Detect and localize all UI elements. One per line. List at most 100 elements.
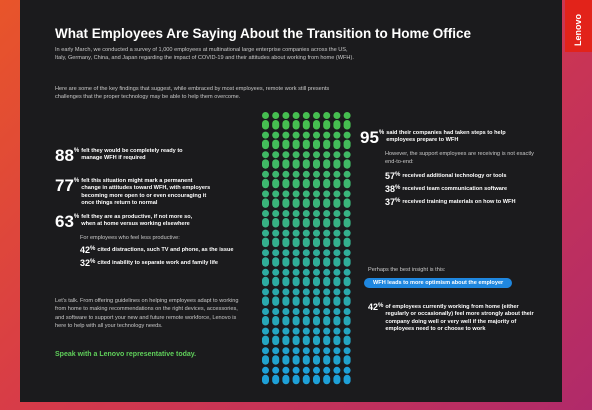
stat-unit: % — [73, 148, 80, 154]
person-icon — [302, 151, 310, 159]
person-icon — [292, 249, 300, 257]
person-icon — [323, 335, 331, 346]
person-icon — [313, 366, 320, 374]
person-icon — [313, 112, 320, 119]
stat: 37% received training materials on how t… — [385, 198, 516, 207]
person-icon — [333, 151, 341, 159]
person-icon — [292, 178, 300, 189]
person-icon — [282, 374, 290, 385]
person-icon — [323, 178, 331, 189]
stat-text: received team communication software — [402, 186, 508, 192]
person-icon — [302, 198, 310, 208]
person-icon — [343, 327, 351, 335]
person-icon — [313, 268, 320, 276]
person-icon — [323, 131, 331, 139]
person-icon — [323, 139, 331, 150]
subhead: For employees who feel less productive: — [80, 235, 180, 241]
person-icon — [343, 308, 351, 315]
person-icon — [262, 190, 269, 198]
person-icon — [343, 120, 351, 130]
logo-text: Lenovo — [573, 13, 583, 46]
person-icon — [262, 374, 269, 385]
person-icon — [302, 249, 310, 257]
stat-text: felt they would be completely ready to m… — [81, 148, 183, 162]
person-icon — [272, 335, 280, 346]
stat-text: cited distractions, such TV and phone, a… — [97, 247, 234, 253]
person-icon — [272, 276, 280, 287]
person-icon — [343, 316, 351, 326]
stat-text: felt they are as productive, if not more… — [81, 214, 193, 228]
person-icon — [292, 237, 300, 248]
person-icon — [282, 296, 290, 306]
person-icon — [302, 218, 310, 228]
person-icon — [262, 112, 269, 119]
person-icon — [323, 218, 331, 228]
person-icon — [313, 327, 320, 335]
person-icon — [302, 237, 310, 248]
person-icon — [323, 257, 331, 267]
person-icon — [343, 131, 351, 139]
person-icon — [333, 327, 341, 335]
person-icon — [292, 288, 300, 296]
person-icon — [302, 190, 310, 198]
person-icon — [323, 198, 331, 208]
person-icon — [262, 229, 269, 237]
person-icon — [292, 170, 300, 178]
stat: 63% felt they are as productive, if not … — [55, 213, 215, 230]
person-icon — [302, 139, 310, 150]
person-icon — [292, 335, 300, 346]
person-icon — [282, 218, 290, 228]
person-icon — [343, 218, 351, 228]
person-icon — [333, 229, 341, 237]
card — [20, 0, 562, 402]
person-icon — [262, 218, 269, 228]
intro: In early March, we conducted a survey of… — [55, 47, 354, 62]
person-icon — [292, 276, 300, 287]
person-icon — [302, 268, 310, 276]
person-icon — [313, 316, 320, 326]
person-icon — [302, 159, 310, 169]
person-icon — [343, 268, 351, 276]
person-icon — [282, 198, 290, 208]
stat-unit: % — [395, 185, 401, 191]
person-icon — [282, 159, 290, 169]
stat-text: received training materials on how to WF… — [402, 199, 516, 205]
person-icon — [282, 249, 290, 257]
person-icon — [333, 159, 341, 169]
person-icon — [323, 296, 331, 306]
person-icon — [302, 296, 310, 306]
person-icon — [343, 112, 351, 119]
person-icon — [292, 268, 300, 276]
stat-number: 88 — [55, 146, 74, 165]
person-icon — [302, 335, 310, 346]
stat-unit: % — [378, 303, 384, 309]
person-icon — [262, 335, 269, 346]
person-icon — [333, 218, 341, 228]
person-icon — [333, 374, 341, 385]
person-icon — [333, 335, 341, 346]
stat-text: received additional technology or tools — [402, 173, 507, 179]
person-icon — [262, 347, 269, 355]
person-icon — [323, 276, 331, 287]
person-icon — [272, 151, 280, 159]
person-icon — [272, 366, 280, 374]
person-icon — [333, 316, 341, 326]
cta[interactable]: Speak with a Lenovo representative today… — [55, 351, 197, 358]
stat-unit: % — [73, 214, 80, 220]
stat: 42% cited distractions, such TV and phon… — [80, 246, 234, 255]
person-icon — [302, 316, 310, 326]
stat: 42% of employees currently working from … — [368, 303, 543, 334]
person-icon — [262, 120, 269, 130]
insight-pill: WFH leads to more optimism about the emp… — [364, 278, 513, 288]
person-icon — [333, 120, 341, 130]
person-icon — [333, 178, 341, 189]
person-icon — [333, 131, 341, 139]
person-icon — [272, 139, 280, 150]
person-icon — [282, 335, 290, 346]
person-icon — [333, 288, 341, 296]
person-icon — [262, 159, 269, 169]
person-icon — [323, 308, 331, 315]
person-icon — [323, 170, 331, 178]
person-icon — [323, 190, 331, 198]
person-icon — [313, 335, 320, 346]
